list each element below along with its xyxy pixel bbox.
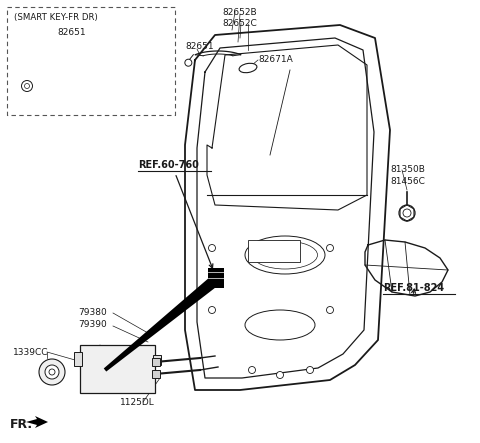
Bar bbox=[248, 240, 300, 262]
Bar bbox=[153, 355, 161, 365]
Circle shape bbox=[45, 365, 59, 379]
Circle shape bbox=[403, 209, 411, 217]
Ellipse shape bbox=[245, 236, 325, 274]
Circle shape bbox=[326, 307, 334, 314]
Circle shape bbox=[326, 245, 334, 252]
Polygon shape bbox=[26, 416, 48, 428]
Bar bbox=[208, 268, 224, 288]
Bar bbox=[152, 358, 160, 366]
Text: (SMART KEY-FR DR): (SMART KEY-FR DR) bbox=[14, 13, 98, 22]
Circle shape bbox=[208, 307, 216, 314]
Ellipse shape bbox=[252, 241, 317, 269]
Text: FR.: FR. bbox=[10, 418, 33, 431]
Text: 81350B: 81350B bbox=[390, 165, 425, 174]
Circle shape bbox=[22, 81, 33, 92]
Bar bbox=[80, 345, 155, 393]
Text: 82652C: 82652C bbox=[222, 19, 257, 28]
Text: 1125DL: 1125DL bbox=[120, 398, 155, 407]
Text: REF.60-760: REF.60-760 bbox=[138, 160, 199, 170]
Text: 82651: 82651 bbox=[185, 42, 214, 51]
Circle shape bbox=[249, 366, 255, 373]
Text: 82651: 82651 bbox=[58, 28, 86, 37]
Bar bbox=[74, 352, 82, 366]
Circle shape bbox=[208, 245, 216, 252]
Ellipse shape bbox=[239, 63, 257, 73]
Circle shape bbox=[276, 372, 284, 378]
Text: 79380: 79380 bbox=[78, 308, 107, 317]
Circle shape bbox=[185, 59, 192, 66]
Polygon shape bbox=[104, 273, 222, 372]
Text: 82671A: 82671A bbox=[258, 55, 293, 64]
Text: 79390: 79390 bbox=[78, 320, 107, 329]
Circle shape bbox=[307, 366, 313, 373]
Circle shape bbox=[39, 359, 65, 385]
Circle shape bbox=[49, 369, 55, 375]
Bar bbox=[152, 370, 160, 378]
Text: REF.81-824: REF.81-824 bbox=[383, 283, 444, 293]
Ellipse shape bbox=[245, 310, 315, 340]
Text: 82652B: 82652B bbox=[222, 8, 257, 17]
Text: 1339CC: 1339CC bbox=[13, 348, 48, 357]
Circle shape bbox=[399, 205, 415, 221]
Text: 81456C: 81456C bbox=[390, 177, 425, 186]
Bar bbox=[7, 7, 175, 115]
Circle shape bbox=[24, 83, 29, 89]
